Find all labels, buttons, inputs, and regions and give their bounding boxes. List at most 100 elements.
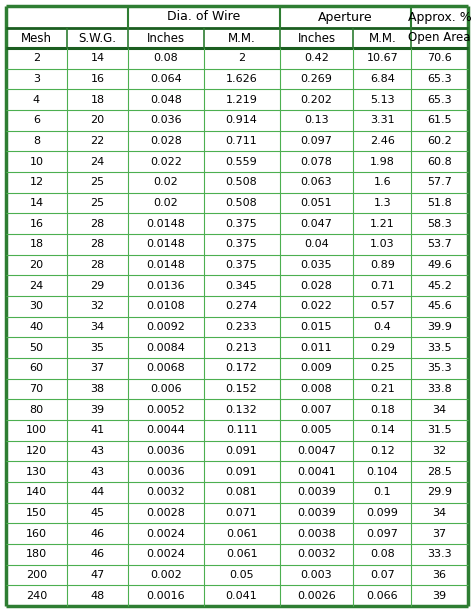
Text: 20: 20: [29, 260, 44, 270]
Text: 0.036: 0.036: [150, 115, 182, 125]
Text: 14: 14: [91, 53, 105, 63]
Text: 34: 34: [432, 405, 447, 415]
Text: 0.508: 0.508: [226, 177, 257, 187]
Text: 0.0148: 0.0148: [146, 218, 185, 229]
Text: 45: 45: [91, 508, 105, 518]
Text: 0.08: 0.08: [154, 53, 178, 63]
Text: 0.0068: 0.0068: [146, 364, 185, 373]
Text: 0.0044: 0.0044: [146, 425, 185, 435]
Text: 0.29: 0.29: [370, 343, 395, 353]
Text: 0.0036: 0.0036: [146, 446, 185, 456]
Text: 0.172: 0.172: [226, 364, 257, 373]
Text: 0.009: 0.009: [301, 364, 332, 373]
Text: 33.5: 33.5: [427, 343, 452, 353]
Text: 0.71: 0.71: [370, 281, 395, 291]
Text: 0.0108: 0.0108: [146, 301, 185, 312]
Text: 14: 14: [29, 198, 44, 208]
Text: 28: 28: [91, 260, 105, 270]
Text: 46: 46: [91, 529, 105, 539]
Text: 28: 28: [91, 218, 105, 229]
Text: 0.015: 0.015: [301, 322, 332, 332]
Text: 1.21: 1.21: [370, 218, 395, 229]
Text: 32: 32: [91, 301, 105, 312]
Text: 0.028: 0.028: [301, 281, 332, 291]
Text: 0.152: 0.152: [226, 384, 257, 394]
Text: 25: 25: [91, 198, 105, 208]
Text: 0.274: 0.274: [226, 301, 258, 312]
Text: 65.3: 65.3: [427, 95, 452, 105]
Text: Open Area: Open Area: [408, 31, 471, 45]
Text: 3: 3: [33, 74, 40, 84]
Text: 200: 200: [26, 570, 47, 580]
Text: 0.345: 0.345: [226, 281, 257, 291]
Text: 45.2: 45.2: [427, 281, 452, 291]
Text: 1.219: 1.219: [226, 95, 257, 105]
Text: 240: 240: [26, 591, 47, 600]
Text: Dia. of Wire: Dia. of Wire: [167, 10, 240, 23]
Text: 12: 12: [29, 177, 44, 187]
Text: 33.8: 33.8: [427, 384, 452, 394]
Text: 0.0024: 0.0024: [146, 550, 185, 559]
Text: 0.13: 0.13: [304, 115, 329, 125]
Text: 0.269: 0.269: [301, 74, 332, 84]
Text: 0.18: 0.18: [370, 405, 395, 415]
Text: 10: 10: [29, 157, 44, 166]
Text: 60.8: 60.8: [427, 157, 452, 166]
Text: 0.091: 0.091: [226, 446, 257, 456]
Text: 10.67: 10.67: [366, 53, 398, 63]
Text: M.M.: M.M.: [368, 31, 396, 45]
Text: 0.002: 0.002: [150, 570, 182, 580]
Text: 0.04: 0.04: [304, 239, 329, 249]
Text: 2: 2: [238, 53, 245, 63]
Text: 25: 25: [91, 177, 105, 187]
Text: 65.3: 65.3: [427, 74, 452, 84]
Text: 24: 24: [91, 157, 105, 166]
Text: 0.711: 0.711: [226, 136, 257, 146]
Text: 120: 120: [26, 446, 47, 456]
Text: 0.022: 0.022: [150, 157, 182, 166]
Text: Aperture: Aperture: [318, 10, 373, 23]
Text: 0.07: 0.07: [370, 570, 395, 580]
Text: Inches: Inches: [147, 31, 185, 45]
Text: 0.006: 0.006: [150, 384, 182, 394]
Text: 39: 39: [432, 591, 447, 600]
Text: 0.0148: 0.0148: [146, 260, 185, 270]
Text: 150: 150: [26, 508, 47, 518]
Text: 2: 2: [33, 53, 40, 63]
Text: 36: 36: [433, 570, 447, 580]
Text: 22: 22: [91, 136, 105, 146]
Text: 8: 8: [33, 136, 40, 146]
Text: 35: 35: [91, 343, 104, 353]
Text: 41: 41: [91, 425, 105, 435]
Text: 31.5: 31.5: [427, 425, 452, 435]
Text: 0.099: 0.099: [366, 508, 398, 518]
Text: 0.89: 0.89: [370, 260, 395, 270]
Text: 0.081: 0.081: [226, 487, 257, 498]
Text: 0.028: 0.028: [150, 136, 182, 146]
Text: 30: 30: [29, 301, 44, 312]
Text: Mesh: Mesh: [21, 31, 52, 45]
Text: 0.041: 0.041: [226, 591, 257, 600]
Text: 0.213: 0.213: [226, 343, 257, 353]
Text: 0.0036: 0.0036: [146, 467, 185, 477]
Text: 16: 16: [91, 74, 104, 84]
Text: 33.3: 33.3: [427, 550, 452, 559]
Text: 0.0084: 0.0084: [146, 343, 185, 353]
Text: 51.8: 51.8: [427, 198, 452, 208]
Text: 0.0028: 0.0028: [146, 508, 185, 518]
Text: Inches: Inches: [297, 31, 336, 45]
Text: 0.0136: 0.0136: [146, 281, 185, 291]
Text: 0.57: 0.57: [370, 301, 395, 312]
Text: 0.061: 0.061: [226, 529, 257, 539]
Text: 58.3: 58.3: [427, 218, 452, 229]
Text: 0.097: 0.097: [301, 136, 332, 146]
Text: 0.064: 0.064: [150, 74, 182, 84]
Text: 130: 130: [26, 467, 47, 477]
Text: 0.0032: 0.0032: [146, 487, 185, 498]
Text: 0.132: 0.132: [226, 405, 257, 415]
Text: 0.02: 0.02: [154, 198, 178, 208]
Text: 0.02: 0.02: [154, 177, 178, 187]
Text: 50: 50: [29, 343, 44, 353]
Text: 0.0041: 0.0041: [297, 467, 336, 477]
Text: 0.21: 0.21: [370, 384, 395, 394]
